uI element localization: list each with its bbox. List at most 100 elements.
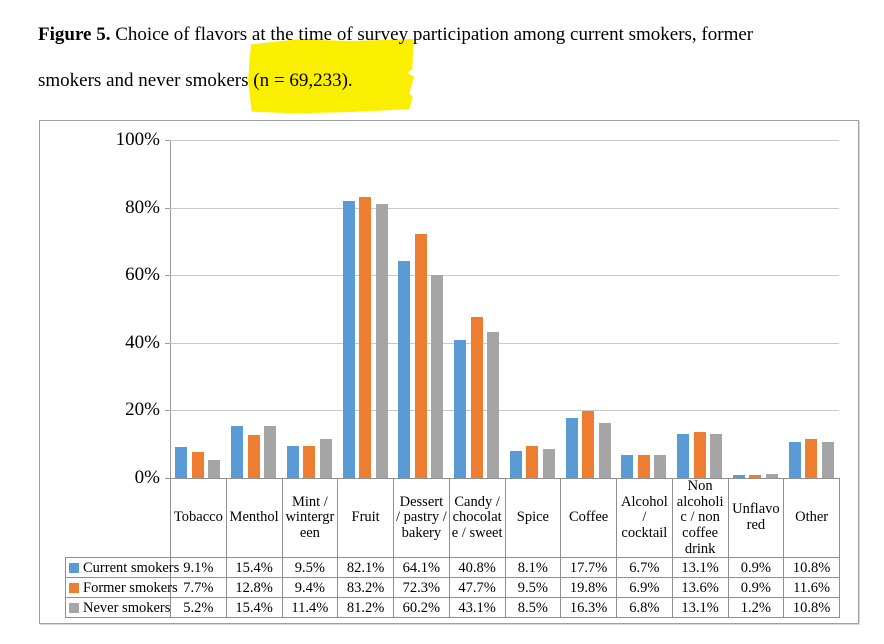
data-table: Tobacco Menthol Mint / wintergreen Fruit Des… [65, 477, 840, 619]
gridline [170, 342, 839, 344]
bar-never-smokers [542, 449, 555, 478]
bar-current-smokers [732, 474, 745, 478]
value-cell: 9.5% [504, 577, 562, 599]
bar-current-smokers [175, 447, 188, 478]
y-tick-label: 0% [134, 467, 160, 488]
value-cell: 9.4% [281, 577, 339, 599]
category-header-cell: Spice [504, 477, 562, 559]
value-cell: 60.2% [393, 597, 450, 619]
bar-current-smokers [342, 200, 355, 478]
value-cell: 10.8% [783, 557, 840, 579]
legend-cell: Former smokers [65, 577, 178, 599]
bar-former-smokers [805, 438, 818, 478]
bar-never-smokers [487, 332, 500, 478]
category-header-cell: Alcohol / cocktail [616, 477, 673, 559]
y-tick [165, 478, 170, 479]
y-tick [165, 207, 170, 209]
category-header-cell: Mint / wintergreen [281, 477, 339, 559]
value-cell: 8.1% [504, 557, 562, 579]
y-tick-label: 80% [125, 196, 160, 218]
value-cell: 13.1% [671, 557, 729, 579]
y-tick-label: 100% [115, 129, 160, 150]
legend-label: Former smokers [83, 579, 178, 596]
bar-never-smokers [208, 460, 221, 478]
bar-never-smokers [375, 203, 388, 478]
value-cell: 15.4% [225, 597, 283, 619]
y-axis-line [170, 140, 171, 479]
bar-current-smokers [454, 340, 467, 478]
category-header-cell: Coffee [560, 477, 617, 559]
bar-current-smokers [788, 441, 801, 478]
bar-former-smokers [414, 233, 427, 478]
value-cell: 64.1% [393, 557, 450, 579]
value-cell: 13.1% [671, 597, 729, 619]
y-tick [165, 410, 170, 412]
category-header-cell: Fruit [337, 477, 394, 559]
legend-label: Never smokers [83, 599, 171, 616]
legend-swatch-icon [69, 602, 79, 613]
value-cell: 9.1% [170, 557, 227, 579]
y-tick-label: 20% [125, 399, 160, 421]
bar-never-smokers [821, 441, 834, 478]
value-cell: 11.6% [783, 577, 840, 599]
bar-current-smokers [565, 418, 578, 478]
bar-never-smokers [264, 425, 277, 478]
gridline [170, 140, 839, 141]
bar-former-smokers [526, 445, 539, 478]
caption-text-1: Choice of flavors at the time of survey … [110, 24, 754, 45]
caption-line-2: smokers and never smokers (n = 69,233). [38, 58, 868, 104]
value-cell: 10.8% [783, 597, 840, 619]
gridline [170, 207, 839, 209]
gridline [170, 410, 839, 412]
category-header-cell: Tobacco [170, 477, 227, 559]
chart-figure: Tobacco Menthol Mint / wintergreen Fruit Des… [39, 120, 859, 624]
y-tick [165, 342, 170, 344]
bar-former-smokers [749, 474, 762, 478]
value-cell: 7.7% [170, 577, 227, 599]
y-tick-label: 60% [125, 264, 160, 286]
table-row: Current smokers 9.1% 15.4% 9.5% 82.1% 64.1% 40… [65, 557, 840, 579]
y-tick-label: 40% [125, 331, 160, 353]
bar-never-smokers [598, 422, 611, 478]
value-cell: 0.9% [727, 577, 785, 599]
bar-never-smokers [765, 473, 778, 478]
value-cell: 6.7% [616, 557, 673, 579]
value-cell: 5.2% [170, 597, 227, 619]
bar-current-smokers [231, 425, 244, 478]
bar-former-smokers [359, 196, 372, 478]
bar-former-smokers [693, 432, 706, 478]
bar-current-smokers [621, 455, 634, 478]
bar-current-smokers [677, 433, 690, 478]
bar-former-smokers [470, 316, 483, 478]
value-cell: 43.1% [448, 597, 506, 619]
bar-current-smokers [398, 261, 411, 478]
value-cell: 9.5% [281, 557, 339, 579]
legend-cell: Current smokers [65, 557, 179, 579]
value-cell: 15.4% [225, 557, 283, 579]
bar-former-smokers [247, 434, 260, 478]
caption-line-1: Figure 5. Choice of flavors at the time … [38, 12, 868, 58]
bar-former-smokers [582, 411, 595, 478]
bar-current-smokers [509, 450, 522, 478]
category-header-cell: Other [783, 477, 840, 559]
value-cell: 72.3% [393, 577, 450, 599]
value-cell: 16.3% [560, 597, 617, 619]
value-cell: 19.8% [560, 577, 617, 599]
category-header-cell: Unflavored [727, 477, 785, 559]
value-cell: 0.9% [727, 557, 785, 579]
plot-area [170, 140, 839, 478]
value-cell: 6.8% [616, 597, 673, 619]
category-header-cell: Dessert / pastry / bakery [393, 477, 450, 559]
value-cell: 83.2% [337, 577, 394, 599]
y-tick [165, 140, 170, 141]
bar-current-smokers [286, 445, 299, 478]
gridline [170, 275, 839, 277]
category-header-cell: Non alcoholic / non coffee drink [671, 477, 729, 559]
bar-former-smokers [303, 446, 316, 478]
table-row: Former smokers 7.7% 12.8% 9.4% 83.2% 72.3% 47.… [65, 577, 840, 599]
legend-swatch-icon [69, 562, 79, 573]
caption-text-2: smokers and never smokers (n = 69,233). [38, 70, 353, 91]
category-header-row: Tobacco Menthol Mint / wintergreen Fruit Des… [66, 477, 840, 559]
value-cell: 12.8% [225, 577, 283, 599]
